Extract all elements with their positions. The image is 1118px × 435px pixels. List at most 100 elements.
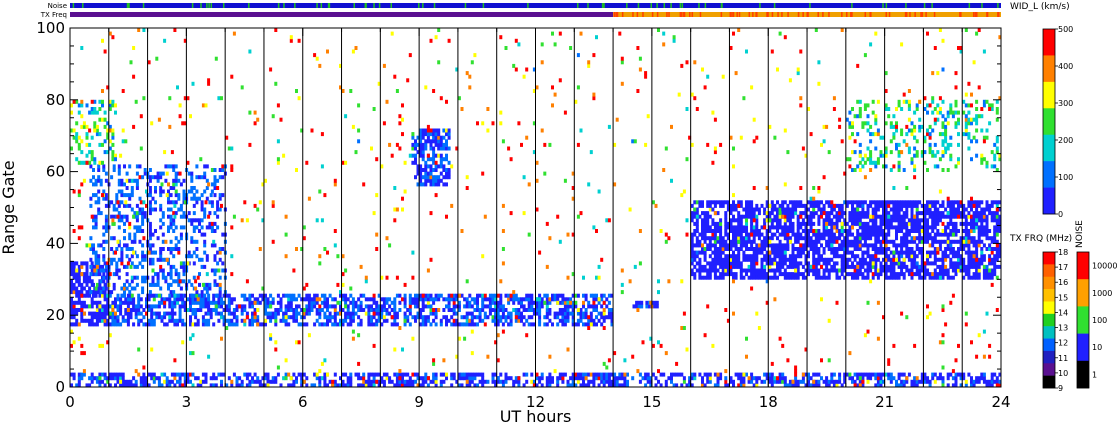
data-cell [698,200,702,205]
data-cell [323,379,327,384]
data-cell [150,315,154,320]
data-cell [874,232,878,237]
data-cell [892,225,896,230]
data-cell [222,315,226,320]
data-cell [496,318,500,323]
data-cell [827,203,831,208]
data-cell [385,376,389,381]
data-cell [938,272,942,277]
data-cell [104,171,108,176]
data-cell [125,203,129,208]
data-cell [349,379,353,384]
data-cell [168,297,172,302]
data-cell [434,139,438,144]
data-cell [892,214,896,219]
data-cell [739,272,743,277]
data-cell [957,372,960,377]
data-cell [220,311,223,316]
data-cell [161,247,165,251]
data-cell [737,232,741,237]
data-cell [962,257,966,262]
data-cell [807,383,810,388]
data-cell [905,221,909,226]
data-cell [445,142,448,147]
data-cell [613,376,617,381]
data-cell [871,243,875,248]
data-cell [426,300,430,305]
data-cell [132,322,136,327]
data-cell [871,221,875,226]
data-cell [582,379,585,384]
data-cell [786,275,790,280]
data-cell [895,218,898,223]
data-cell [739,275,743,280]
data-cell [77,383,81,388]
data-cell [468,372,472,377]
data-cell [822,261,826,266]
data-cell [460,322,464,327]
data-cell [967,257,971,262]
txfreq-bar-accent [636,12,639,17]
data-cell [874,261,878,266]
data-cell [89,257,93,262]
data-cell [851,124,854,129]
data-cell [222,300,226,305]
data-cell [732,236,735,241]
data-cell [159,268,163,273]
data-cell [137,308,141,312]
data-cell [998,264,1002,269]
data-cell [148,189,152,194]
data-cell [845,264,849,269]
data-cell [637,300,641,305]
data-cell [496,315,500,320]
data-cell [198,229,201,233]
data-cell [602,372,606,377]
data-cell [796,250,800,255]
data-cell [70,372,73,377]
data-cell [783,243,787,248]
data-cell [514,308,518,312]
data-cell [563,311,567,316]
data-cell [716,221,720,226]
data-cell [104,221,108,226]
data-cell [796,379,800,384]
data-cell [426,178,430,183]
data-cell [910,160,914,165]
data-cell [716,250,720,255]
data-cell [889,239,893,244]
data-cell [478,315,482,320]
data-cell [975,264,979,269]
data-cell [141,221,145,226]
data-cell [198,175,201,180]
data-cell [419,128,423,133]
data-cell [926,207,929,212]
data-cell [817,257,821,262]
txfreq-bar-accent [904,12,907,17]
data-cell [439,146,443,151]
data-cell [139,304,143,309]
data-cell [203,214,207,219]
data-cell [776,218,779,223]
data-cell [205,178,209,183]
data-cell [959,372,963,377]
data-cell [734,218,738,223]
data-cell [364,304,368,309]
data-cell [737,376,741,381]
data-cell [408,379,412,384]
data-cell [871,218,875,223]
data-cell [949,261,953,266]
data-cell [949,214,953,219]
data-cell [94,250,98,255]
data-cell [437,128,441,133]
data-cell [745,272,748,277]
data-cell [174,272,178,277]
data-cell [884,207,888,212]
data-cell [726,264,730,269]
data-cell [944,229,948,233]
data-cell [212,322,216,327]
data-cell [235,322,239,327]
data-cell [230,322,234,327]
data-cell [845,257,849,262]
data-cell [88,376,92,381]
data-cell [377,372,381,377]
